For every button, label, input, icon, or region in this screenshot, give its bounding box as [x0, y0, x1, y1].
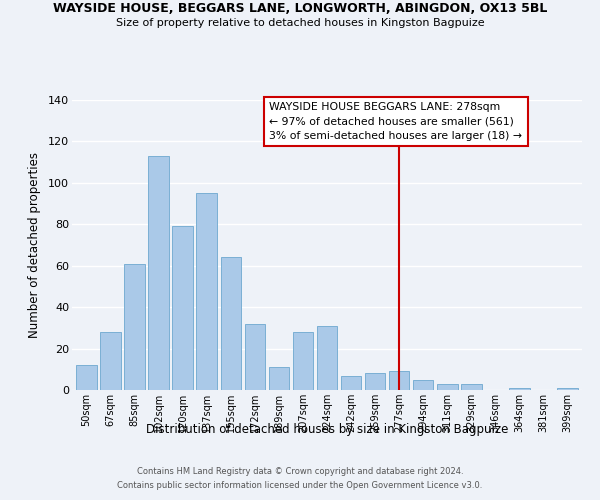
Text: Contains HM Land Registry data © Crown copyright and database right 2024.: Contains HM Land Registry data © Crown c…	[137, 467, 463, 476]
Bar	[76, 365, 97, 390]
Bar	[100, 332, 121, 390]
Bar	[293, 332, 313, 390]
Bar	[557, 388, 578, 390]
Bar	[341, 376, 361, 390]
Bar	[269, 367, 289, 390]
Bar	[172, 226, 193, 390]
Bar	[245, 324, 265, 390]
Bar	[221, 258, 241, 390]
Text: Size of property relative to detached houses in Kingston Bagpuize: Size of property relative to detached ho…	[116, 18, 484, 28]
Y-axis label: Number of detached properties: Number of detached properties	[28, 152, 41, 338]
Bar	[124, 264, 145, 390]
Bar	[365, 374, 385, 390]
Bar	[148, 156, 169, 390]
Text: WAYSIDE HOUSE BEGGARS LANE: 278sqm
← 97% of detached houses are smaller (561)
3%: WAYSIDE HOUSE BEGGARS LANE: 278sqm ← 97%…	[269, 102, 522, 141]
Text: WAYSIDE HOUSE, BEGGARS LANE, LONGWORTH, ABINGDON, OX13 5BL: WAYSIDE HOUSE, BEGGARS LANE, LONGWORTH, …	[53, 2, 547, 16]
Bar	[389, 372, 409, 390]
Bar	[196, 193, 217, 390]
Bar	[317, 326, 337, 390]
Bar	[413, 380, 433, 390]
Text: Distribution of detached houses by size in Kingston Bagpuize: Distribution of detached houses by size …	[146, 422, 508, 436]
Bar	[461, 384, 482, 390]
Text: Contains public sector information licensed under the Open Government Licence v3: Contains public sector information licen…	[118, 481, 482, 490]
Bar	[437, 384, 458, 390]
Bar	[509, 388, 530, 390]
